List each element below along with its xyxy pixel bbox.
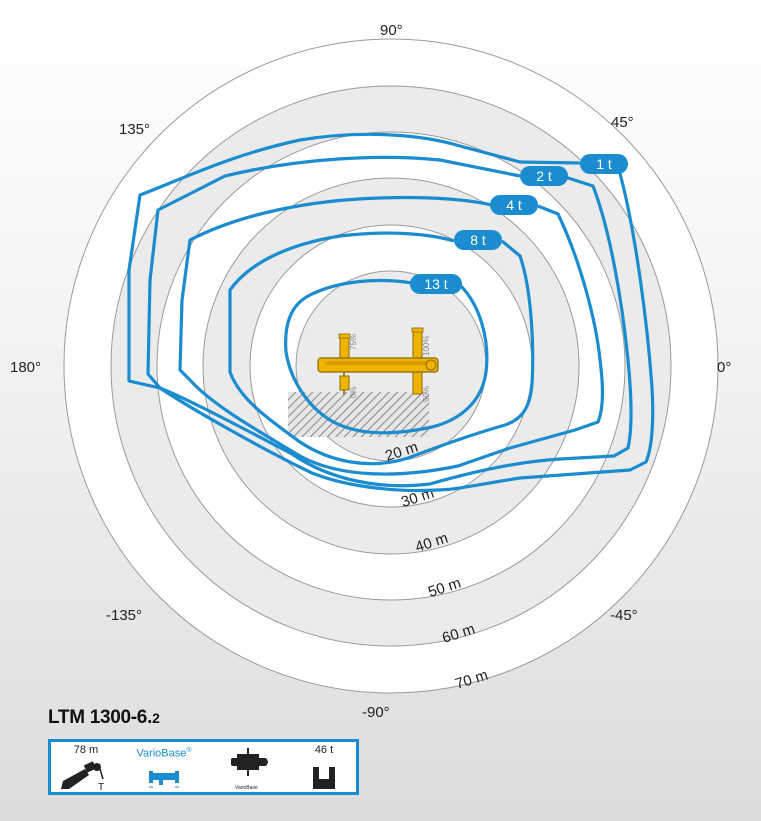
load-labels: 1 t 2 t 4 t 8 t 13 t xyxy=(410,154,628,294)
boom-sub-label: T xyxy=(98,782,105,793)
load-label-1t: 1 t xyxy=(596,156,612,172)
load-curves xyxy=(127,132,655,493)
counterweight-icon xyxy=(313,767,335,789)
model-name: LTM 1300-6. xyxy=(48,707,153,728)
crane-top-view: 75% 100% 0% 50% xyxy=(317,327,439,402)
load-label-8t: 8 t xyxy=(470,232,486,248)
load-curve-13t xyxy=(284,278,489,435)
spec-box: 78 m T VarioBase® VarioBase 46 xyxy=(48,739,359,795)
load-curve-4t xyxy=(178,195,605,476)
counterweight-cell: 46 t xyxy=(291,742,357,792)
variobase-mark: ® xyxy=(186,747,192,754)
outrigger-75: 75% xyxy=(349,334,358,350)
load-badge-2t xyxy=(520,166,568,186)
angle-labels: 90° 45° 0° -45° -90° -135° 180° 135° xyxy=(10,22,731,721)
variobase-label: VarioBase xyxy=(136,747,187,760)
variobase-outrigger-icon xyxy=(149,770,179,788)
angle-neg90: -90° xyxy=(362,704,390,721)
angle-180: 180° xyxy=(10,359,41,376)
model-title: LTM 1300-6.2 xyxy=(48,707,160,729)
outrigger-50: 50% xyxy=(422,386,431,402)
outrigger-100: 100% xyxy=(422,336,431,356)
load-label-13t: 13 t xyxy=(424,276,447,292)
crane-outrigger-icon xyxy=(231,748,268,776)
load-curve-8t xyxy=(228,231,535,466)
angle-neg45: -45° xyxy=(610,607,638,624)
crane-icon-label: VarioBase xyxy=(235,785,258,791)
load-badge-8t xyxy=(454,230,502,250)
load-curve-1t xyxy=(127,132,655,493)
angle-45: 45° xyxy=(611,114,634,131)
load-label-4t: 4 t xyxy=(506,197,522,213)
angle-0: 0° xyxy=(717,359,731,376)
boom-cell: 78 m T xyxy=(51,742,121,793)
load-badge-13t xyxy=(410,274,462,294)
load-curve-2t xyxy=(146,155,633,488)
counterweight-value: 46 t xyxy=(314,744,334,756)
load-label-2t: 2 t xyxy=(536,168,552,184)
telescopic-boom-icon xyxy=(61,761,104,789)
outrigger-0: 0% xyxy=(349,386,358,398)
boom-length: 78 m xyxy=(73,744,99,756)
crane-cell: VarioBase xyxy=(207,742,289,792)
angle-90: 90° xyxy=(380,22,403,39)
variobase-cell: VarioBase® xyxy=(123,742,205,792)
model-suffix: 2 xyxy=(152,710,160,726)
angle-neg135: -135° xyxy=(106,607,142,624)
load-badge-4t xyxy=(490,195,538,215)
load-badge-1t xyxy=(580,154,628,174)
angle-135: 135° xyxy=(119,121,150,138)
